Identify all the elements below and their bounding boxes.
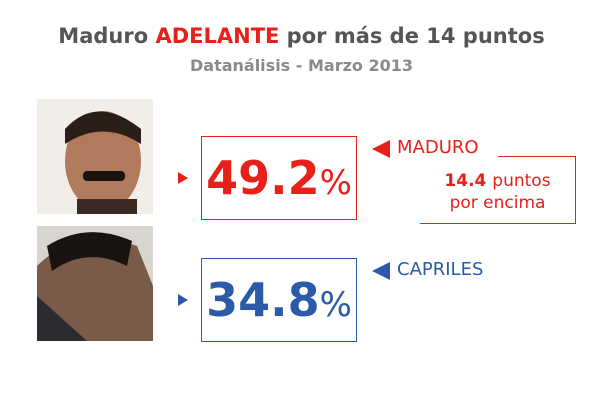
- title-highlight: ADELANTE: [155, 24, 280, 48]
- result-box: 49.2%: [201, 136, 357, 220]
- result: 49.2%: [202, 137, 356, 224]
- title-part: por más de 14 puntos: [279, 24, 545, 48]
- note: 14.4 puntos por encima: [420, 170, 575, 214]
- subtitle: Datanálisis - Marzo 2013: [189, 56, 413, 75]
- arrow-left: [372, 140, 390, 158]
- note-lead: 14.4: [444, 171, 487, 191]
- bracket-gap: [420, 156, 498, 158]
- result: 34.8%: [202, 259, 356, 346]
- note-text: por encima: [449, 193, 546, 213]
- result-value: 34.8: [206, 273, 320, 327]
- candidate-name: MADURO: [397, 137, 479, 158]
- arrow-right: [178, 172, 188, 184]
- result-unit: %: [319, 285, 352, 325]
- candidate-name: CAPRILES: [397, 259, 484, 280]
- note-text: puntos: [492, 171, 551, 191]
- result-box: 34.8%: [201, 258, 357, 342]
- title: Maduro ADELANTE por más de 14 puntos: [0, 24, 603, 48]
- arrow-left: [372, 262, 390, 280]
- note-bracket: [420, 156, 576, 224]
- result-unit: %: [319, 163, 352, 203]
- arrow-right: [178, 294, 188, 306]
- photo-maduro: [37, 99, 153, 214]
- title-part: Maduro: [58, 24, 156, 48]
- photo-capriles: [37, 226, 153, 341]
- result-value: 49.2: [206, 151, 320, 205]
